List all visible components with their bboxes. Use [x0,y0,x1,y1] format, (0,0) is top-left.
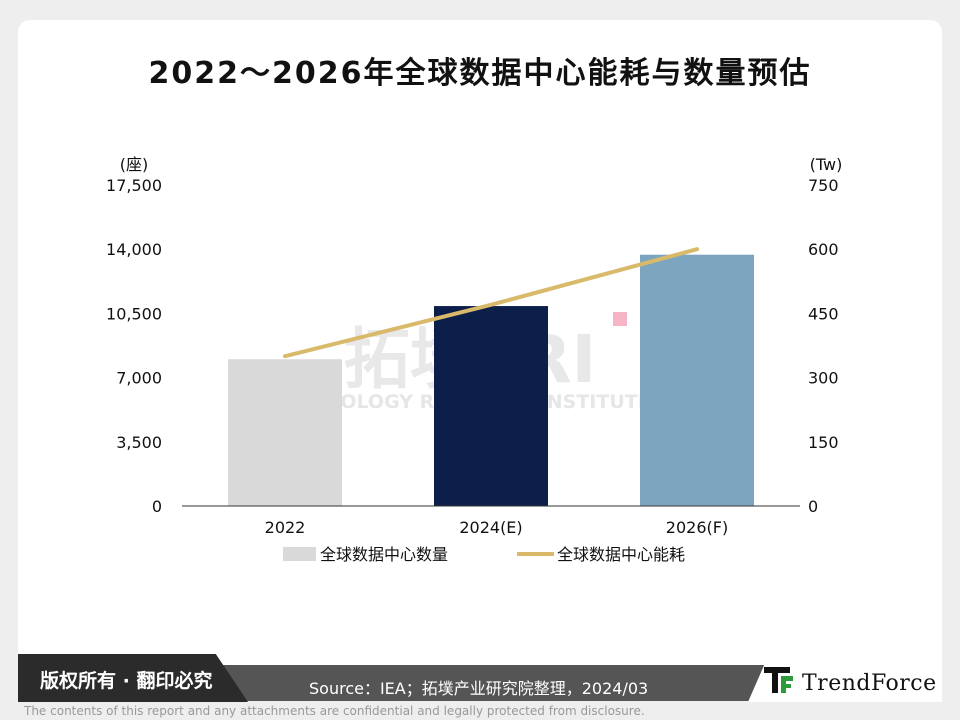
y-right-tick-label: 300 [808,369,839,388]
x-tick-label: 2022 [265,518,306,537]
watermark-accent-square [613,312,627,326]
y-left-unit: (座) [120,155,149,174]
series-line [283,247,699,359]
y-left-tick-label: 10,500 [106,304,162,323]
x-tick-label: 2024(E) [459,518,522,537]
legend-swatch-bars [283,547,316,561]
bar [640,254,754,506]
y-left-tick-label: 17,500 [106,176,162,195]
trendforce-logo-icon [764,667,793,693]
copyright-text: 版权所有 · 翻印必究 [40,670,213,692]
legend-label: 全球数据中心能耗 [557,545,685,564]
y-left-tick-label: 3,500 [116,433,162,452]
y-right-tick-label: 450 [808,304,839,323]
y-right-tick-label: 750 [808,176,839,195]
y-left-tick-label: 0 [152,497,162,516]
legend-label: 全球数据中心数量 [320,545,448,564]
brand-name: TrendForce [802,671,937,696]
chart-area: 拓墣TRITOPOLOGY RESEARCH INSTITUTE03,5007,… [106,155,843,564]
copyright-badge: 版权所有 · 翻印必究 [18,654,248,702]
bar [228,359,342,506]
y-right-unit: (Tw) [810,155,843,174]
source-note: Source：IEA；拓墣产业研究院整理，2024/03 [309,679,649,698]
y-right-tick-label: 0 [808,497,818,516]
x-tick-label: 2026(F) [666,518,728,537]
chart-title: 2022～2026年全球数据中心能耗与数量预估 [148,56,812,91]
y-left-tick-label: 14,000 [106,240,162,259]
y-right-tick-label: 150 [808,433,839,452]
y-left-tick-label: 7,000 [116,369,162,388]
bar [434,306,548,506]
y-right-tick-label: 600 [808,240,839,259]
disclaimer: The contents of this report and any atta… [24,704,645,718]
